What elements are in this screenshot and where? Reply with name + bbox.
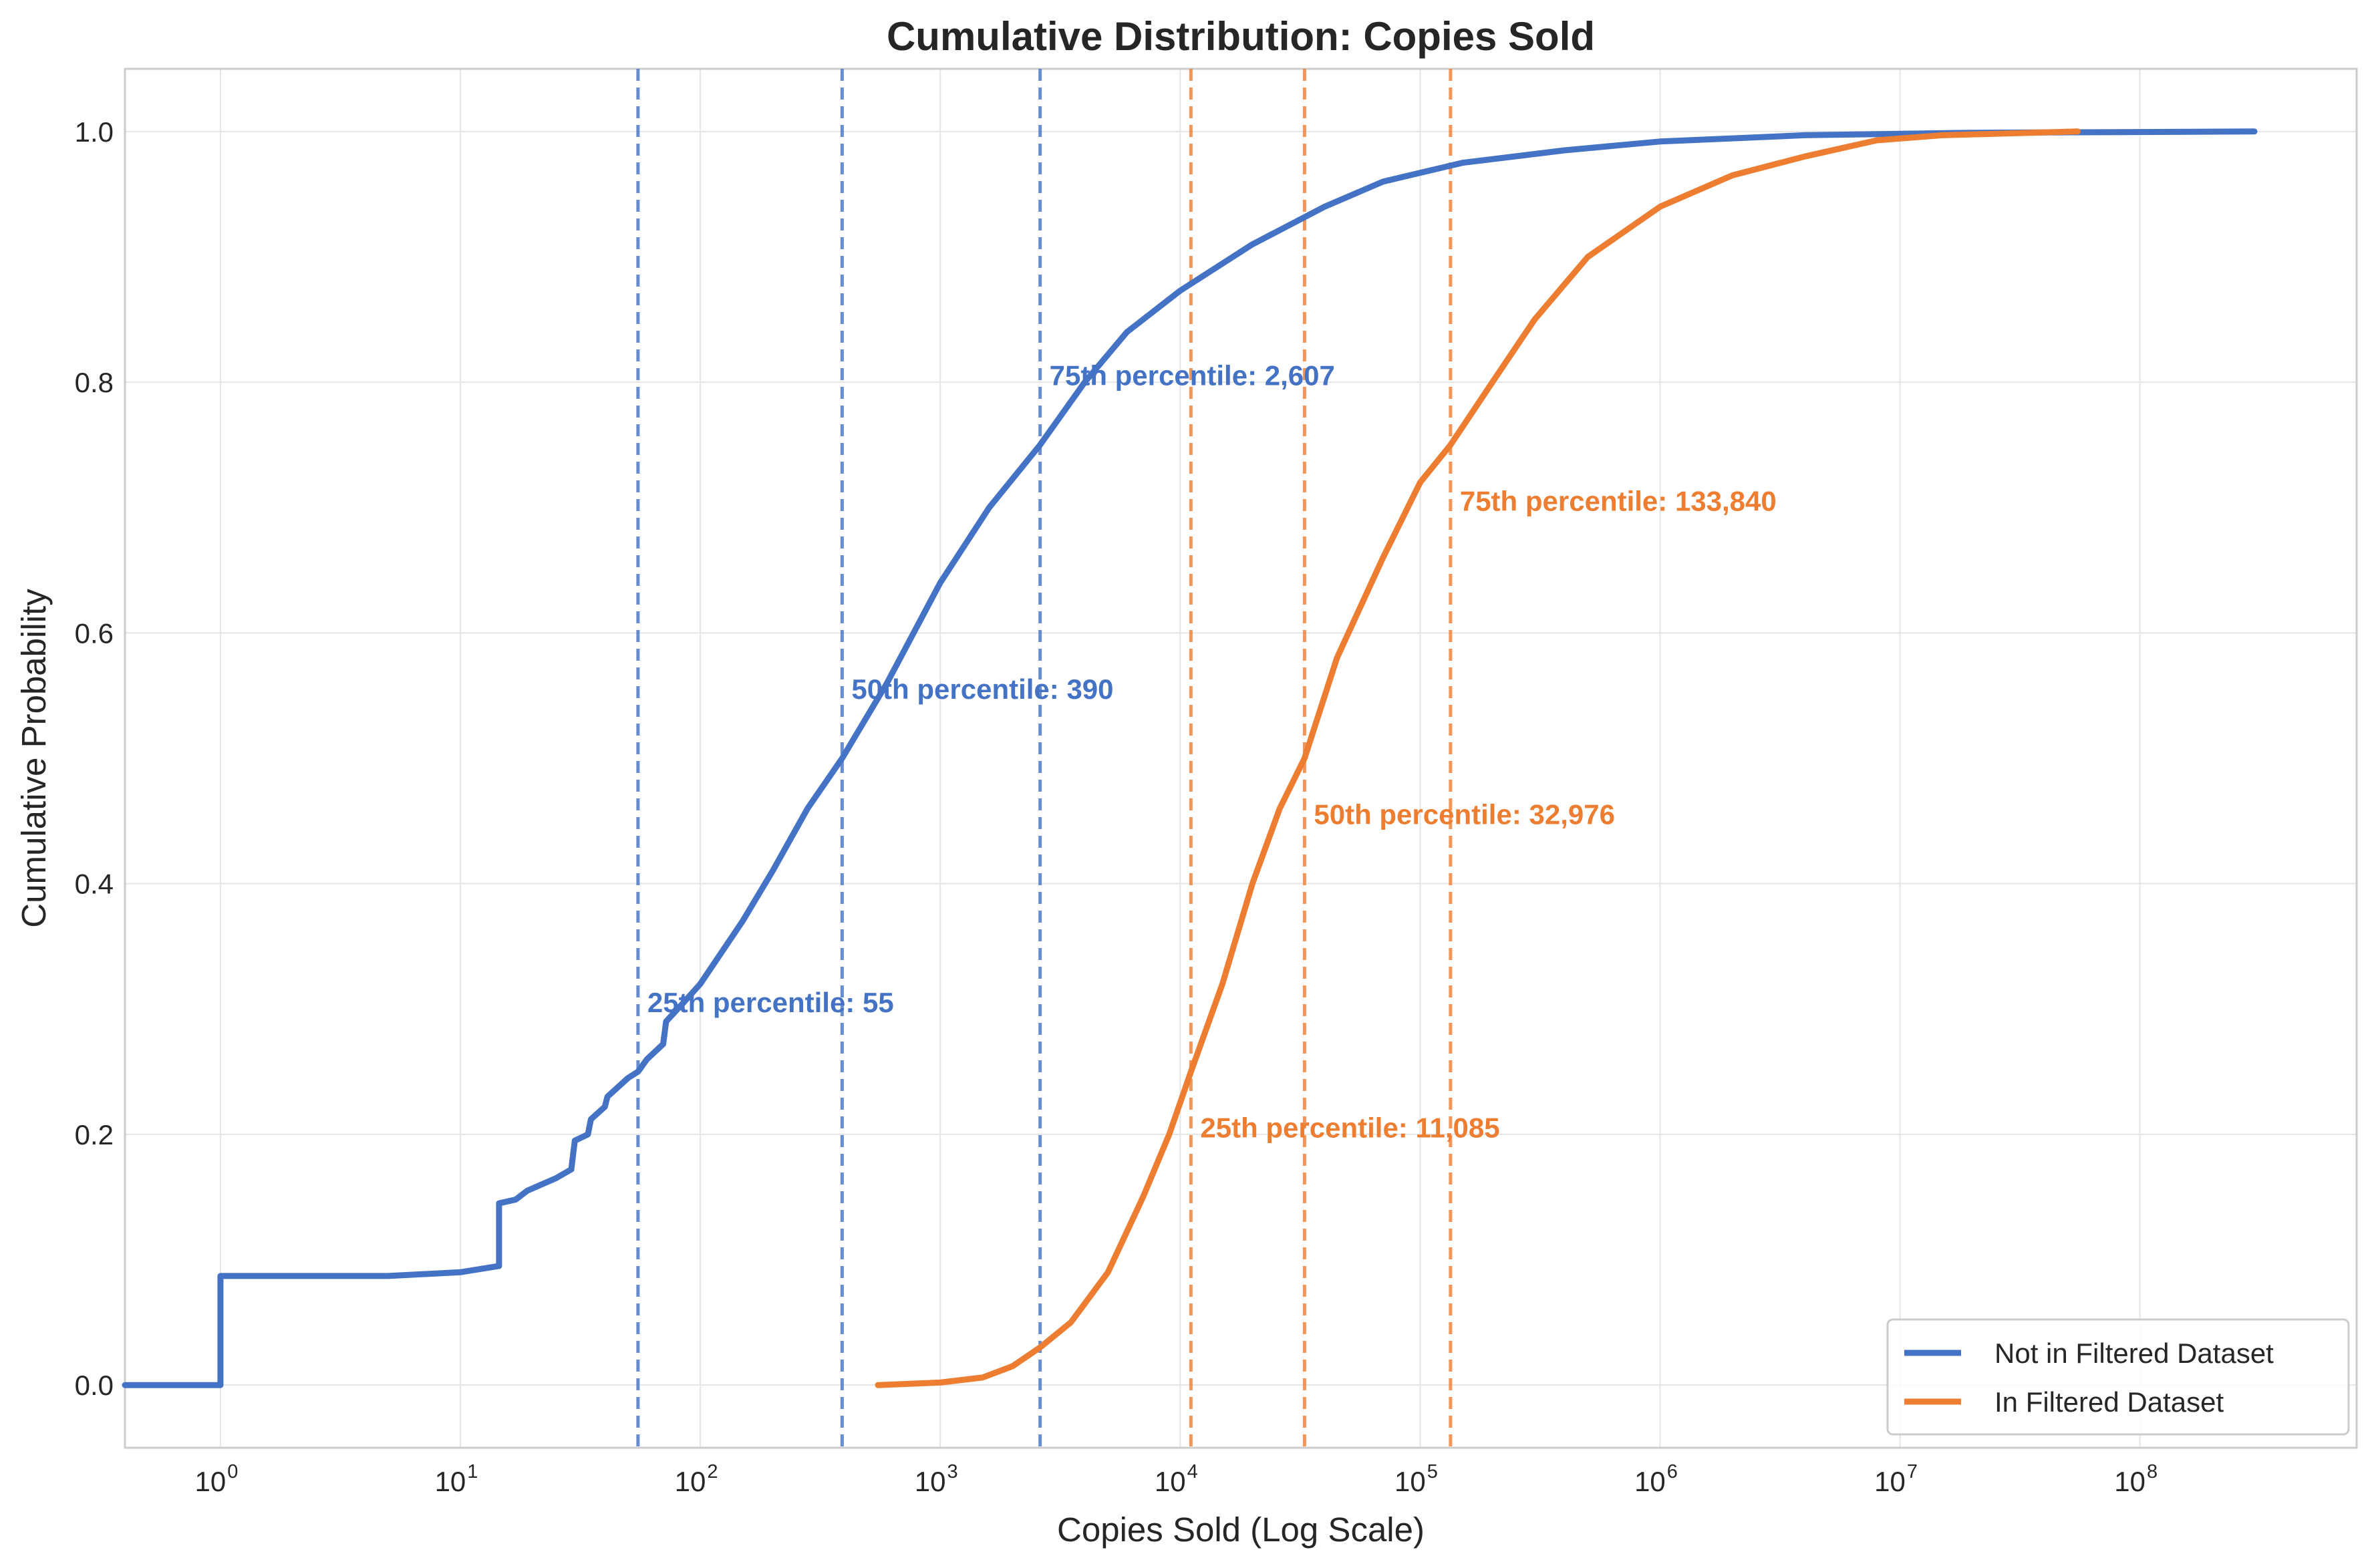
x-tick-base: 10 xyxy=(435,1466,466,1497)
plot-frame xyxy=(124,67,2358,1449)
x-tick-exponent: 8 xyxy=(2147,1461,2158,1482)
percentile-annotation: 25th percentile: 55 xyxy=(647,987,894,1018)
chart-title: Cumulative Distribution: Copies Sold xyxy=(887,14,1595,59)
x-tick-label: 105 xyxy=(1394,1461,1438,1497)
x-tick-exponent: 5 xyxy=(1427,1461,1438,1482)
x-tick-labels: 100 101 102 103 104 105 106 107 108 xyxy=(194,1461,2158,1497)
legend-box xyxy=(1886,1318,2350,1436)
percentile-annotation: 50th percentile: 390 xyxy=(851,673,1113,705)
legend-label-in-filtered: In Filtered Dataset xyxy=(1994,1386,2224,1418)
x-tick-exponent: 7 xyxy=(1907,1461,1918,1482)
percentile-annotation: 75th percentile: 133,840 xyxy=(1460,485,1777,516)
x-tick-base: 10 xyxy=(915,1466,946,1497)
x-tick-label: 103 xyxy=(915,1461,958,1497)
y-tick-label: 0.4 xyxy=(75,869,114,900)
x-tick-label: 106 xyxy=(1634,1461,1678,1497)
x-tick-base: 10 xyxy=(675,1466,706,1497)
legend-label-not-in-filtered: Not in Filtered Dataset xyxy=(1994,1338,2274,1369)
x-tick-exponent: 0 xyxy=(227,1461,238,1482)
y-tick-label: 0.2 xyxy=(75,1119,114,1150)
series-line xyxy=(875,128,2081,1388)
series-lines xyxy=(122,128,2258,1388)
percentile-annotation: 50th percentile: 32,976 xyxy=(1314,798,1615,830)
x-tick-exponent: 1 xyxy=(467,1461,478,1482)
series-line xyxy=(122,128,2258,1388)
x-tick-base: 10 xyxy=(1634,1466,1666,1497)
x-tick-base: 10 xyxy=(1394,1466,1426,1497)
x-tick-exponent: 6 xyxy=(1667,1461,1678,1482)
percentile-lines xyxy=(636,69,1453,1448)
x-tick-label: 100 xyxy=(194,1461,238,1497)
x-tick-label: 101 xyxy=(435,1461,478,1497)
percentile-annotations: 25th percentile: 55 50th percentile: 390 7… xyxy=(647,360,1777,1144)
x-tick-exponent: 3 xyxy=(947,1461,957,1482)
x-tick-label: 107 xyxy=(1874,1461,1918,1497)
y-tick-label: 0.8 xyxy=(75,367,114,398)
x-tick-label: 108 xyxy=(2114,1461,2158,1497)
x-axis-label: Copies Sold (Log Scale) xyxy=(1057,1511,1425,1549)
x-tick-label: 102 xyxy=(675,1461,718,1497)
percentile-annotation: 75th percentile: 2,607 xyxy=(1050,360,1335,391)
x-tick-exponent: 2 xyxy=(707,1461,718,1482)
x-tick-base: 10 xyxy=(194,1466,226,1497)
y-tick-label: 0.6 xyxy=(75,617,114,649)
x-tick-base: 10 xyxy=(1155,1466,1186,1497)
y-tick-label: 0.0 xyxy=(75,1370,114,1401)
legend: Not in Filtered Dataset In Filtered Data… xyxy=(1886,1318,2350,1436)
x-tick-base: 10 xyxy=(2114,1466,2145,1497)
y-tick-labels: 0.0 0.2 0.4 0.6 0.8 1.0 xyxy=(75,116,114,1401)
x-tick-base: 10 xyxy=(1874,1466,1906,1497)
y-tick-label: 1.0 xyxy=(75,116,114,148)
x-tick-exponent: 4 xyxy=(1187,1461,1198,1482)
y-axis-label: Cumulative Probability xyxy=(15,589,53,928)
percentile-annotation: 25th percentile: 11,085 xyxy=(1200,1112,1499,1144)
x-tick-label: 104 xyxy=(1155,1461,1198,1497)
